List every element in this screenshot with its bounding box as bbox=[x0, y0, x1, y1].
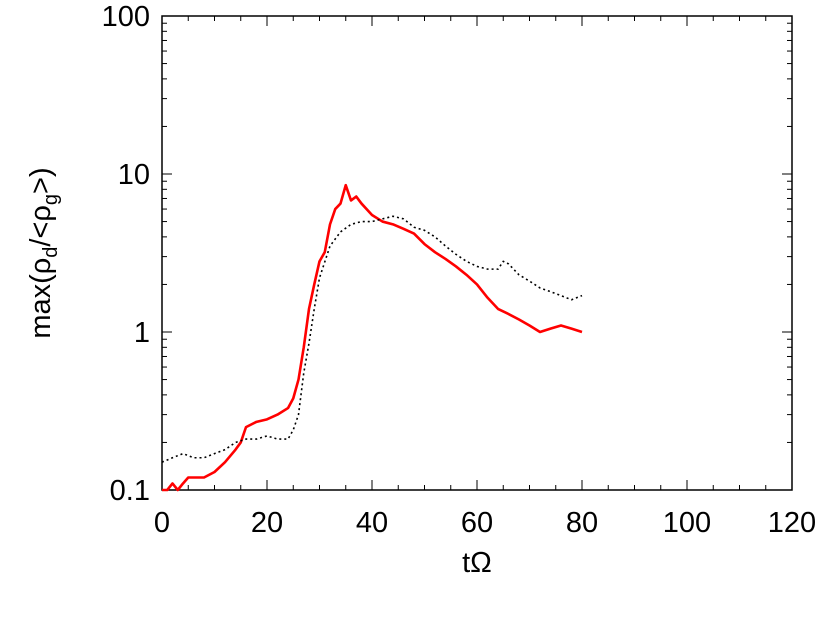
y-tick-label: 1 bbox=[134, 317, 150, 349]
series-line-red bbox=[162, 183, 583, 492]
y-label-middle: /<ρ bbox=[25, 205, 57, 247]
y-tick-label: 100 bbox=[102, 1, 150, 33]
x-tick-label: 100 bbox=[663, 507, 711, 539]
x-tick-label: 60 bbox=[461, 507, 493, 539]
y-label-prefix: max(ρ bbox=[25, 258, 57, 339]
y-tick-label: 10 bbox=[118, 159, 150, 191]
y-label-sub-g: g bbox=[40, 194, 62, 205]
y-axis-label: max(ρd/<ρg>) bbox=[25, 167, 62, 338]
x-tick-label: 40 bbox=[356, 507, 388, 539]
y-tick-label: 0.1 bbox=[110, 475, 150, 507]
y-label-suffix: >) bbox=[25, 167, 57, 194]
x-tick-label: 0 bbox=[154, 507, 170, 539]
x-tick-label: 20 bbox=[251, 507, 283, 539]
x-axis-label: tΩ bbox=[462, 547, 492, 579]
x-tick-labels: 0 20 40 60 80 100 120 bbox=[154, 507, 816, 539]
y-axis-label-group: max(ρd/<ρg>) bbox=[25, 167, 62, 338]
x-tick-label: 80 bbox=[566, 507, 598, 539]
series-lines bbox=[161, 183, 583, 492]
y-tick-labels: 0.1 1 10 100 bbox=[102, 1, 150, 507]
axis-ticks bbox=[161, 15, 793, 491]
y-label-sub-d: d bbox=[40, 247, 62, 258]
series-line-dotted bbox=[161, 215, 583, 463]
x-tick-label: 120 bbox=[768, 507, 816, 539]
plot-frame bbox=[161, 15, 793, 491]
